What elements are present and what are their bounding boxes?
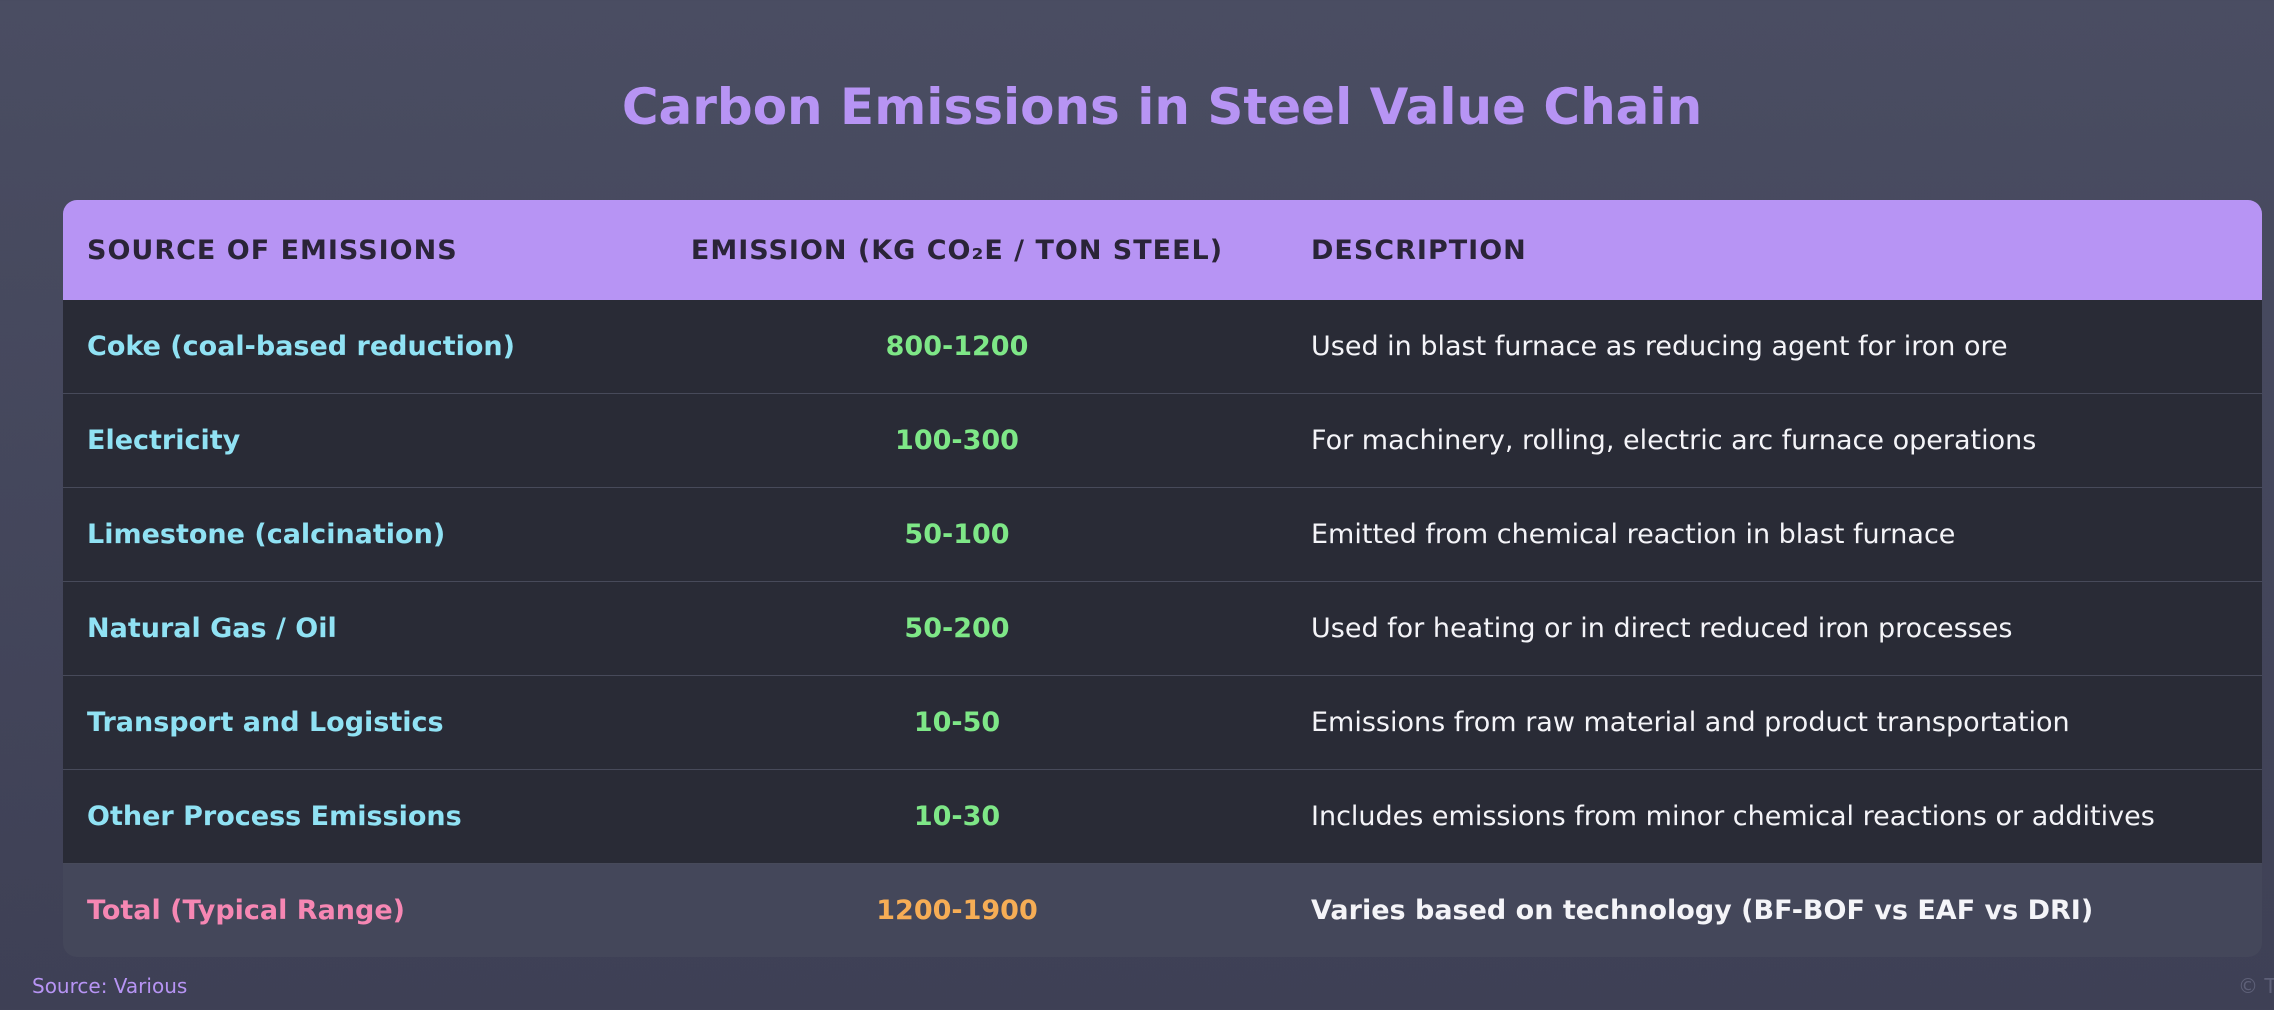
table-row: Other Process Emissions 10-30 Includes emi… [63, 769, 2262, 864]
table-cell: Emitted from chemical reaction in blast … [1287, 487, 2262, 582]
source-note: Source: Various [32, 974, 188, 998]
column-header: SOURCE OF EMISSIONS [63, 200, 627, 300]
table-cell: Emissions from raw material and product … [1287, 675, 2262, 770]
table-row: Limestone (calcination) 50-100 Emitted fro… [63, 487, 2262, 582]
copyright: © T [2238, 974, 2274, 998]
table-cell: Limestone (calcination) [63, 487, 627, 582]
column-header: EMISSION (KG CO₂E / TON STEEL) [627, 200, 1287, 300]
table-cell: 50-200 [627, 581, 1287, 676]
table-row: Natural Gas / Oil 50-200 Used for heating … [63, 581, 2262, 676]
table-cell: Natural Gas / Oil [63, 581, 627, 676]
page-title: Carbon Emissions in Steel Value Chain [621, 78, 1703, 136]
table-cell: Includes emissions from minor chemical r… [1287, 769, 2262, 864]
table-cell: Used in blast furnace as reducing agent … [1287, 300, 2262, 394]
emissions-table: SOURCE OF EMISSIONS EMISSION (KG CO₂E / T… [63, 200, 2262, 957]
total-cell: Total (Typical Range) [63, 863, 627, 957]
total-row: Total (Typical Range) 1200-1900 Varies bas… [63, 863, 2262, 957]
table-cell: Coke (coal-based reduction) [63, 300, 627, 394]
header-row: SOURCE OF EMISSIONS EMISSION (KG CO₂E / T… [63, 200, 2262, 300]
table-cell: Electricity [63, 393, 627, 488]
table-cell: 50-100 [627, 487, 1287, 582]
table-cell: 100-300 [627, 393, 1287, 488]
table-cell: Other Process Emissions [63, 769, 627, 864]
table-cell: 800-1200 [627, 300, 1287, 394]
table-cell: For machinery, rolling, electric arc fur… [1287, 393, 2262, 488]
table-row: Coke (coal-based reduction) 800-1200 Used … [63, 300, 2262, 394]
table-cell: Transport and Logistics [63, 675, 627, 770]
table-cell: Used for heating or in direct reduced ir… [1287, 581, 2262, 676]
table-cell: 10-50 [627, 675, 1287, 770]
total-cell: 1200-1900 [627, 863, 1287, 957]
total-cell: Varies based on technology (BF-BOF vs EA… [1287, 863, 2262, 957]
table-cell: 10-30 [627, 769, 1287, 864]
column-header: DESCRIPTION [1287, 200, 2262, 300]
table-body: Coke (coal-based reduction) 800-1200 Used … [63, 300, 2262, 957]
table-row: Transport and Logistics 10-50 Emissions fr… [63, 675, 2262, 770]
table-row: Electricity 100-300 For machinery, rolling… [63, 393, 2262, 488]
